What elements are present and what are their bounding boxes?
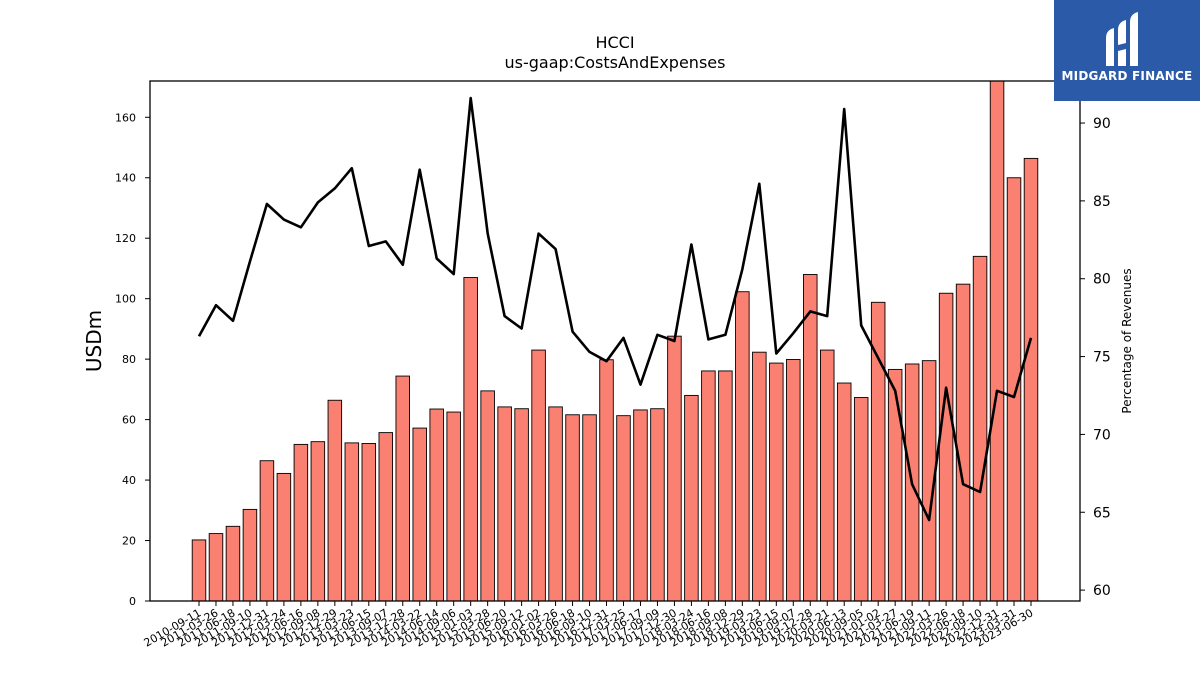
bar: [429, 408, 444, 602]
bar: [955, 283, 971, 602]
bar: [752, 351, 767, 602]
bar: [718, 370, 733, 602]
bar: [769, 362, 784, 602]
bar: [531, 349, 546, 602]
bar: [344, 442, 360, 602]
y2-tick-label: 80: [1093, 272, 1111, 288]
y2-tick-label: 60: [1093, 583, 1111, 599]
bar: [395, 375, 410, 602]
y-tick-label: 60: [122, 414, 136, 427]
y2-tick-label: 75: [1093, 350, 1111, 366]
right-axis: 60 65 70 75 80 85 90: [1080, 116, 1111, 599]
bar: [735, 291, 750, 602]
line-series: [197, 96, 1033, 522]
y-tick-label: 40: [122, 474, 136, 487]
bar: [565, 414, 580, 602]
bar: [259, 460, 275, 602]
bar: [225, 525, 241, 602]
y2-tick-label: 65: [1093, 505, 1111, 521]
bar: [820, 349, 835, 602]
y-tick-label: 120: [115, 232, 136, 245]
y-tick-label: 160: [115, 111, 136, 124]
bar: [701, 370, 716, 602]
y-tick-label: 20: [122, 535, 136, 548]
bar: [599, 359, 614, 602]
bar: [803, 274, 818, 602]
bar: [1023, 157, 1039, 602]
bar: [412, 427, 427, 602]
chart-title: HCCI: [595, 33, 635, 52]
x-axis: 2010-09-112011-03-262011-06-182011-09-10…: [142, 601, 1036, 650]
bar: [276, 472, 292, 602]
chart-subtitle: us-gaap:CostsAndExpenses: [504, 53, 726, 72]
bar: [514, 408, 529, 602]
bar: [938, 292, 954, 602]
y-axis-label: USDm: [82, 309, 106, 373]
bar: [361, 443, 377, 602]
bar: [497, 406, 512, 602]
y-tick-label: 140: [115, 172, 136, 185]
bar: [548, 406, 563, 602]
bar: [650, 408, 665, 602]
plot-frame: [149, 80, 1081, 602]
bar: [667, 335, 682, 602]
y2-tick-label: 85: [1093, 194, 1111, 210]
bar: [208, 533, 224, 602]
logo-text: MIDGARD FINANCE: [1061, 69, 1193, 83]
brand-logo: MIDGARD FINANCE: [1054, 0, 1200, 101]
y2-tick-label: 70: [1093, 427, 1111, 443]
bar: [191, 539, 207, 602]
logo-icon: [1106, 12, 1138, 66]
bar: [582, 414, 597, 602]
percentage-line: [197, 96, 1033, 522]
bar: [836, 382, 852, 602]
y-tick-label: 100: [115, 293, 136, 306]
y2-tick-label: 90: [1093, 116, 1111, 132]
bar: [684, 394, 699, 602]
bar: [786, 358, 801, 602]
bar: [463, 277, 478, 602]
bar: [310, 441, 326, 602]
bar: [616, 415, 631, 602]
bar: [293, 443, 309, 602]
bar: [242, 508, 258, 602]
bar: [853, 397, 869, 602]
bar-series: [191, 80, 1039, 602]
bar: [327, 399, 343, 602]
bar: [972, 255, 988, 602]
bar: [989, 80, 1005, 602]
y2-axis-label: Percentage of Revenues: [1120, 268, 1134, 414]
y-tick-label: 0: [129, 595, 136, 608]
bar: [633, 409, 648, 602]
bar: [480, 390, 495, 602]
bar: [378, 432, 394, 602]
bar: [887, 368, 903, 602]
bar: [1006, 177, 1022, 602]
y-tick-label: 80: [122, 353, 136, 366]
bar: [446, 411, 461, 602]
left-axis: 0 20 40 60 80 100 120 140 160: [115, 111, 150, 608]
